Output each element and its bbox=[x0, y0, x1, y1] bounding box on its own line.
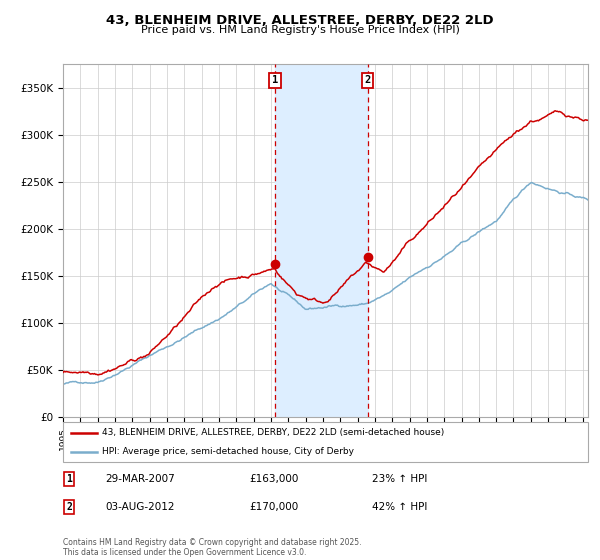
Text: 03-AUG-2012: 03-AUG-2012 bbox=[105, 502, 175, 512]
Text: 43, BLENHEIM DRIVE, ALLESTREE, DERBY, DE22 2LD (semi-detached house): 43, BLENHEIM DRIVE, ALLESTREE, DERBY, DE… bbox=[103, 428, 445, 437]
Text: £163,000: £163,000 bbox=[249, 474, 298, 484]
Text: 1: 1 bbox=[272, 76, 278, 85]
Text: 2: 2 bbox=[66, 502, 72, 512]
Text: Contains HM Land Registry data © Crown copyright and database right 2025.
This d: Contains HM Land Registry data © Crown c… bbox=[63, 538, 361, 557]
Text: Price paid vs. HM Land Registry's House Price Index (HPI): Price paid vs. HM Land Registry's House … bbox=[140, 25, 460, 35]
Text: HPI: Average price, semi-detached house, City of Derby: HPI: Average price, semi-detached house,… bbox=[103, 447, 355, 456]
Text: 29-MAR-2007: 29-MAR-2007 bbox=[105, 474, 175, 484]
Text: 42% ↑ HPI: 42% ↑ HPI bbox=[372, 502, 427, 512]
Text: 1: 1 bbox=[66, 474, 72, 484]
Text: 43, BLENHEIM DRIVE, ALLESTREE, DERBY, DE22 2LD: 43, BLENHEIM DRIVE, ALLESTREE, DERBY, DE… bbox=[106, 14, 494, 27]
Text: 2: 2 bbox=[364, 76, 371, 85]
Text: £170,000: £170,000 bbox=[249, 502, 298, 512]
Bar bbox=[275, 64, 368, 417]
Text: 23% ↑ HPI: 23% ↑ HPI bbox=[372, 474, 427, 484]
